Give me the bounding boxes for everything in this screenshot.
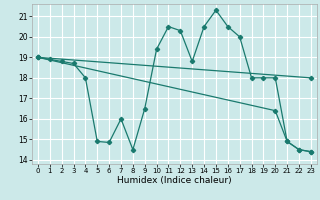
X-axis label: Humidex (Indice chaleur): Humidex (Indice chaleur) (117, 176, 232, 185)
